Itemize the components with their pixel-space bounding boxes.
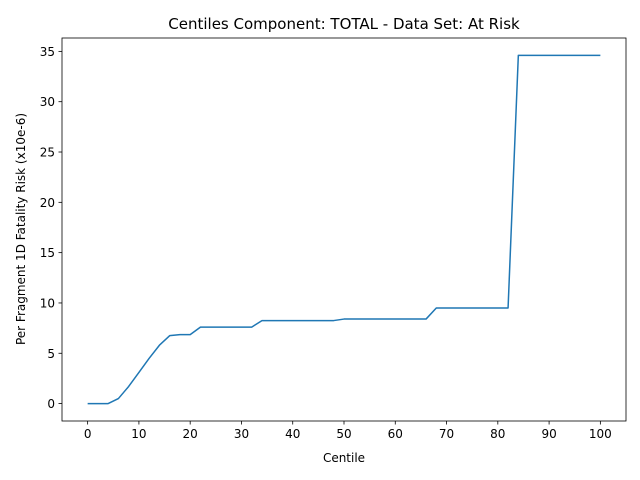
x-tick-label: 100 bbox=[589, 427, 612, 441]
y-tick-label: 0 bbox=[47, 397, 55, 411]
series-line-0 bbox=[87, 54, 601, 405]
y-tick-label: 10 bbox=[40, 296, 55, 310]
x-tick-label: 90 bbox=[541, 427, 556, 441]
x-tick-label: 50 bbox=[336, 427, 351, 441]
x-axis-ticks: 0 10 20 30 40 50 60 70 80 90 100 bbox=[84, 421, 612, 441]
x-tick-label: 20 bbox=[183, 427, 198, 441]
y-tick-label: 35 bbox=[40, 45, 55, 59]
x-tick-label: 10 bbox=[131, 427, 146, 441]
y-tick-label: 15 bbox=[40, 246, 55, 260]
y-tick-label: 20 bbox=[40, 196, 55, 210]
y-axis-label: Per Fragment 1D Fatality Risk (x10e-6) bbox=[14, 113, 28, 345]
y-tick-label: 30 bbox=[40, 95, 55, 109]
x-axis-label: Centile bbox=[323, 451, 365, 465]
y-tick-label: 5 bbox=[47, 347, 55, 361]
x-tick-label: 30 bbox=[234, 427, 249, 441]
x-tick-label: 70 bbox=[439, 427, 454, 441]
chart-title: Centiles Component: TOTAL - Data Set: At… bbox=[168, 15, 520, 33]
x-tick-label: 40 bbox=[285, 427, 300, 441]
y-axis-ticks: 0 5 10 15 20 25 30 35 bbox=[40, 45, 62, 411]
x-tick-label: 0 bbox=[84, 427, 92, 441]
x-tick-label: 80 bbox=[490, 427, 505, 441]
y-tick-label: 25 bbox=[40, 146, 55, 160]
x-tick-label: 60 bbox=[388, 427, 403, 441]
